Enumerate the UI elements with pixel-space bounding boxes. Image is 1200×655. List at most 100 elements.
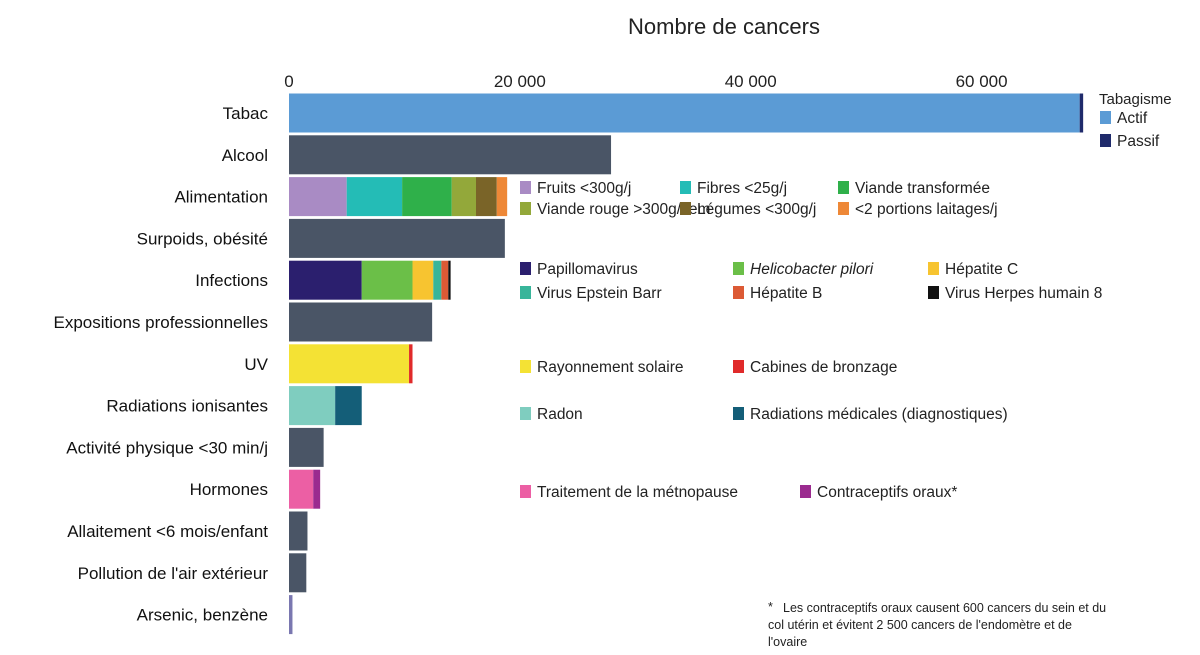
legend-swatch-viande-transformee <box>838 181 849 194</box>
bar-alimentation-viande-transformee <box>402 177 452 217</box>
legend-label-papillomavirus: Papillomavirus <box>537 261 638 278</box>
legend-item-actif: Actif <box>1100 110 1148 127</box>
footnote-line: l'ovaire <box>768 635 807 649</box>
legend-label-legumes-300g-j: Légumes <300g/j <box>697 201 816 218</box>
legend-label-actif: Actif <box>1117 110 1148 127</box>
category-labels: Tabac Alcool Alimentation Surpoids, obésité… <box>53 104 268 625</box>
bar-infections-virus-herpes-humain-8 <box>448 260 451 300</box>
bar-radiations-ionisantes-radiations-medicales-diagnostiques <box>335 386 362 426</box>
bar-uv-cabines-de-bronzage <box>409 344 413 384</box>
legend-swatch-actif <box>1100 111 1111 124</box>
legend-swatch-viande-rouge-300g-sem <box>520 202 531 215</box>
footnote-line: col utérin et évitent 2 500 cancers de l… <box>768 618 1072 632</box>
legend-swatch-fruits-300g-j <box>520 181 531 194</box>
bar-uv-rayonnement-solaire <box>289 344 410 384</box>
legend-label-radiations-medicales-diagnostiques: Radiations médicales (diagnostiques) <box>750 406 1008 423</box>
legend-label-2-portions-laitages-j: <2 portions laitages/j <box>855 201 998 218</box>
legend-item-viande-transformee: Viande transformée <box>838 180 990 197</box>
legend-swatch-helicobacter-pilori <box>733 262 744 275</box>
legend-item-cabines-de-bronzage: Cabines de bronzage <box>733 359 897 376</box>
legend-item-passif: Passif <box>1100 133 1160 150</box>
footnote-line: Les contraceptifs oraux causent 600 canc… <box>783 601 1106 615</box>
legend-label-passif: Passif <box>1117 133 1160 150</box>
category-label-infections: Infections <box>195 271 268 290</box>
legend-label-virus-herpes-humain-8: Virus Herpes humain 8 <box>945 285 1102 302</box>
bar-infections-virus-epstein-barr <box>433 260 442 300</box>
legend-label-traitement-de-la-metnopause: Traitement de la métnopause <box>537 484 738 501</box>
x-tick-label: 0 <box>284 72 293 91</box>
bar-alcool-alcool <box>289 135 612 175</box>
bar-activite-physique-30-min-j-activite-physique-30-min-j <box>289 427 324 467</box>
category-label-arsenic-benzene: Arsenic, benzène <box>137 606 268 625</box>
category-label-alcool: Alcool <box>222 146 268 165</box>
legend-item-radiations-medicales-diagnostiques: Radiations médicales (diagnostiques) <box>733 406 1008 423</box>
legend-label-rayonnement-solaire: Rayonnement solaire <box>537 359 683 376</box>
legend-swatch-radon <box>520 407 531 420</box>
footnote: * Les contraceptifs oraux causent 600 can… <box>768 600 1106 649</box>
chart-title: Nombre de cancers <box>628 14 820 39</box>
legend-item-fruits-300g-j: Fruits <300g/j <box>520 180 631 197</box>
x-tick-label: 60 000 <box>956 72 1008 91</box>
category-label-radiations-ionisantes: Radiations ionisantes <box>106 397 268 416</box>
category-label-pollution-de-l-air-exterieur: Pollution de l'air extérieur <box>78 564 269 583</box>
bar-tabac-passif <box>1079 93 1084 133</box>
legend-label-hepatite-b: Hépatite B <box>750 285 822 302</box>
legend-label-helicobacter-pilori: Helicobacter pilori <box>750 261 874 278</box>
bar-infections-hepatite-b <box>441 260 449 300</box>
legend-item-rayonnement-solaire: Rayonnement solaire <box>520 359 683 376</box>
category-label-activite-physique-30-min-j: Activité physique <30 min/j <box>66 438 268 457</box>
legend-swatch-rayonnement-solaire <box>520 360 531 373</box>
bars-group <box>289 93 1084 635</box>
legend-item-papillomavirus: Papillomavirus <box>520 261 638 278</box>
legend-item-hepatite-b: Hépatite B <box>733 285 822 302</box>
legend-swatch-fibres-25g-j <box>680 181 691 194</box>
bar-surpoids-obesite-surpoids-obesite <box>289 218 505 258</box>
category-label-expositions-professionnelles: Expositions professionnelles <box>53 313 268 332</box>
bar-alimentation-2-portions-laitages-j <box>496 177 508 217</box>
legend-swatch-traitement-de-la-metnopause <box>520 485 531 498</box>
category-label-surpoids-obesite: Surpoids, obésité <box>137 229 268 248</box>
legend-item-2-portions-laitages-j: <2 portions laitages/j <box>838 201 998 218</box>
bar-alimentation-legumes-300g-j <box>475 177 497 217</box>
bar-pollution-de-l-air-exterieur-pollution-de-l-air-exterieur <box>289 553 307 593</box>
bar-alimentation-fibres-25g-j <box>346 177 403 217</box>
bar-hormones-traitement-de-la-metnopause <box>289 469 314 509</box>
legend-label-contraceptifs-oraux: Contraceptifs oraux* <box>817 484 957 501</box>
legend-item-virus-herpes-humain-8: Virus Herpes humain 8 <box>928 285 1102 302</box>
legend-swatch-virus-herpes-humain-8 <box>928 286 939 299</box>
category-label-hormones: Hormones <box>190 480 268 499</box>
bar-infections-papillomavirus <box>289 260 362 300</box>
legend-label-viande-transformee: Viande transformée <box>855 180 990 197</box>
legend-item-legumes-300g-j: Légumes <300g/j <box>680 201 816 218</box>
legend-label-virus-epstein-barr: Virus Epstein Barr <box>537 285 662 302</box>
bar-infections-helicobacter-pilori <box>361 260 413 300</box>
legend-item-hepatite-c: Hépatite C <box>928 261 1018 278</box>
legend-swatch-2-portions-laitages-j <box>838 202 849 215</box>
legend-label-viande-rouge-300g-sem: Viande rouge >300g/sem <box>537 201 710 218</box>
legend-swatch-virus-epstein-barr <box>520 286 531 299</box>
x-axis-ticks: 0 20 000 40 000 60 000 <box>284 72 1007 91</box>
legend-label-radon: Radon <box>537 406 583 423</box>
legend-label-hepatite-c: Hépatite C <box>945 261 1018 278</box>
legend-group: Tabagisme Actif Passif Fruits <300g/j Fibres… <box>520 91 1172 501</box>
legend-item-helicobacter-pilori: Helicobacter pilori <box>733 261 874 278</box>
bar-allaitement-6-mois-enfant-allaitement-6-mois-enfant <box>289 511 308 551</box>
bar-arsenic-benzene-arsenic-benzene <box>289 595 293 635</box>
legend-item-radon: Radon <box>520 406 583 423</box>
legend-label-fruits-300g-j: Fruits <300g/j <box>537 180 631 197</box>
legend-label-cabines-de-bronzage: Cabines de bronzage <box>750 359 897 376</box>
category-label-tabac: Tabac <box>223 104 269 123</box>
legend-swatch-passif <box>1100 134 1111 147</box>
x-tick-label: 40 000 <box>725 72 777 91</box>
legend-swatch-contraceptifs-oraux <box>800 485 811 498</box>
legend-title-tabagisme: Tabagisme <box>1099 91 1172 108</box>
bar-radiations-ionisantes-radon <box>289 386 336 426</box>
bar-expositions-professionnelles-expositions-professionnelles <box>289 302 433 342</box>
legend-swatch-papillomavirus <box>520 262 531 275</box>
category-label-alimentation: Alimentation <box>174 188 268 207</box>
legend-swatch-cabines-de-bronzage <box>733 360 744 373</box>
legend-item-viande-rouge-300g-sem: Viande rouge >300g/sem <box>520 201 710 218</box>
x-tick-label: 20 000 <box>494 72 546 91</box>
bar-tabac-actif <box>289 93 1080 133</box>
